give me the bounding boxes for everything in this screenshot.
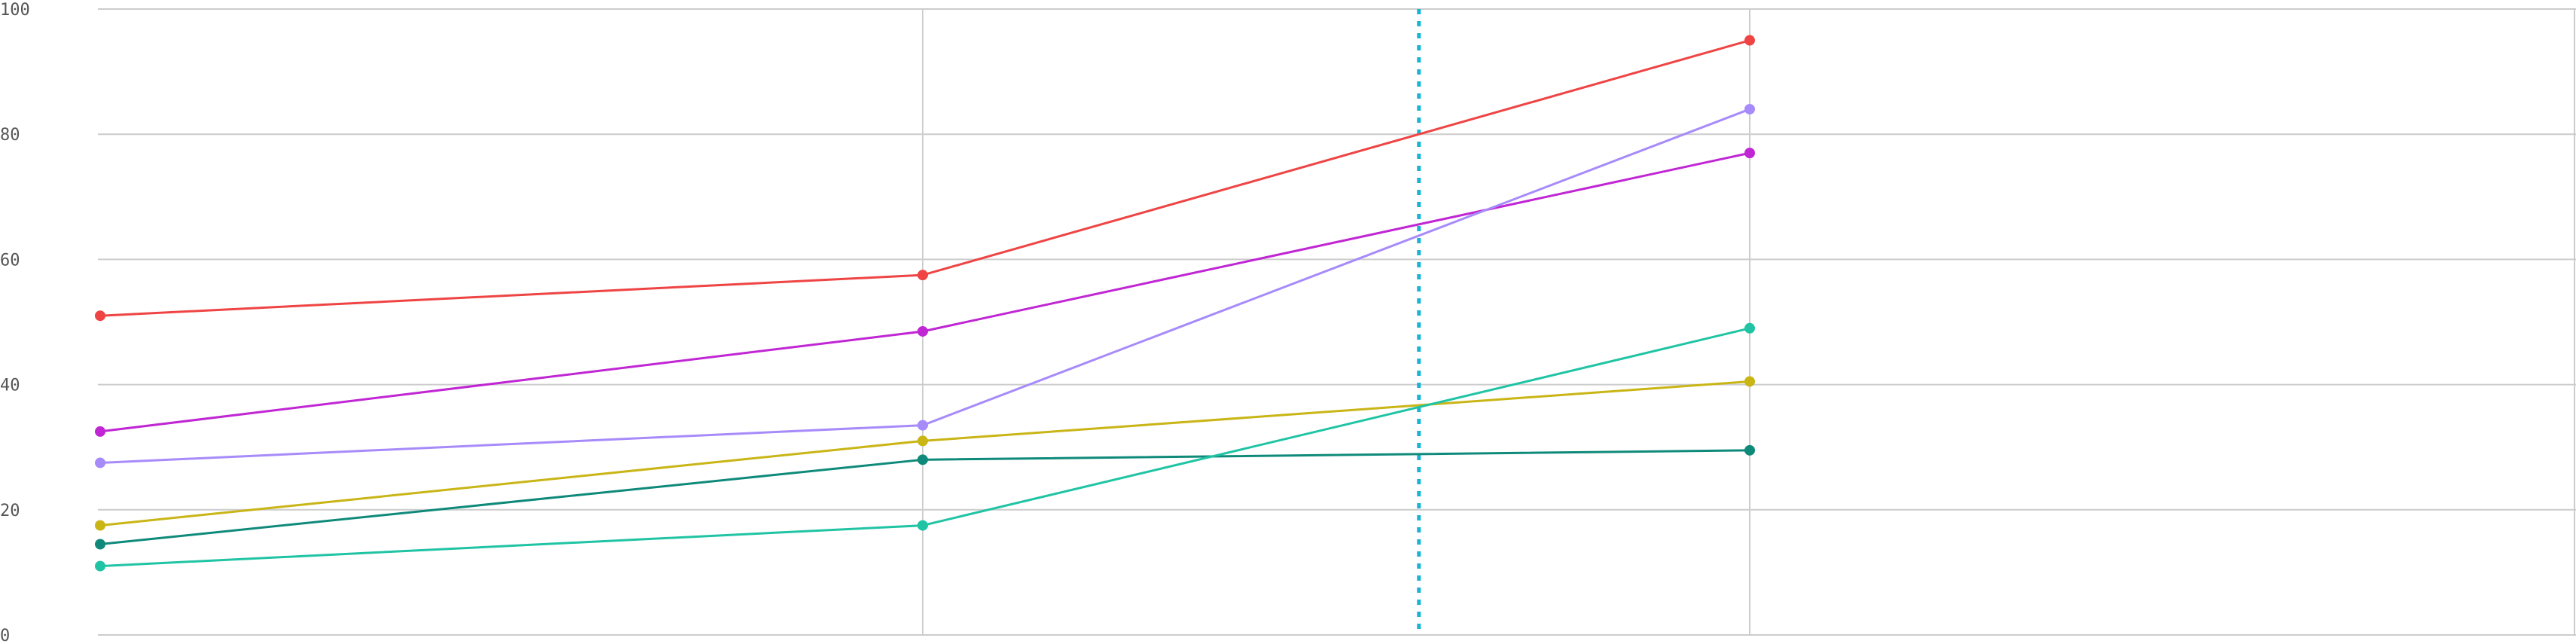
grid-layer <box>98 8 2576 636</box>
series-3 <box>95 376 1755 531</box>
y-tick-label-100: 100 <box>0 1 30 20</box>
data-point-2-1 <box>917 420 928 431</box>
y-tick-labels: 0 20 40 60 80 100 <box>0 1 30 644</box>
series-4 <box>95 444 1755 550</box>
data-point-5-2 <box>1744 322 1755 334</box>
series-line-5 <box>99 327 1750 568</box>
series-1 <box>95 148 1755 437</box>
data-point-3-1 <box>917 435 928 447</box>
data-point-5-0 <box>95 560 105 572</box>
series-layer <box>95 35 1755 572</box>
data-point-2-0 <box>95 457 105 469</box>
y-tick-label-0: 0 <box>0 627 10 644</box>
data-point-3-2 <box>1744 376 1755 387</box>
y-tick-label-40: 40 <box>0 377 20 395</box>
series-0 <box>95 35 1755 322</box>
data-point-1-2 <box>1744 148 1755 159</box>
data-point-0-0 <box>95 310 105 322</box>
data-point-5-1 <box>917 520 928 531</box>
series-line-2 <box>99 108 1750 464</box>
data-point-0-1 <box>917 270 928 281</box>
series-2 <box>95 103 1755 469</box>
y-tick-label-80: 80 <box>0 126 20 145</box>
data-point-4-2 <box>1744 444 1755 456</box>
data-point-2-2 <box>1744 103 1755 114</box>
series-line-1 <box>99 151 1750 433</box>
y-tick-label-60: 60 <box>0 251 20 270</box>
data-point-3-0 <box>95 520 105 531</box>
data-point-1-0 <box>95 426 105 437</box>
data-point-1-1 <box>917 325 928 337</box>
data-point-0-2 <box>1744 35 1755 46</box>
series-5 <box>95 322 1755 572</box>
data-point-4-1 <box>917 454 928 465</box>
data-point-4-0 <box>95 539 105 550</box>
y-tick-label-20: 20 <box>0 502 20 520</box>
